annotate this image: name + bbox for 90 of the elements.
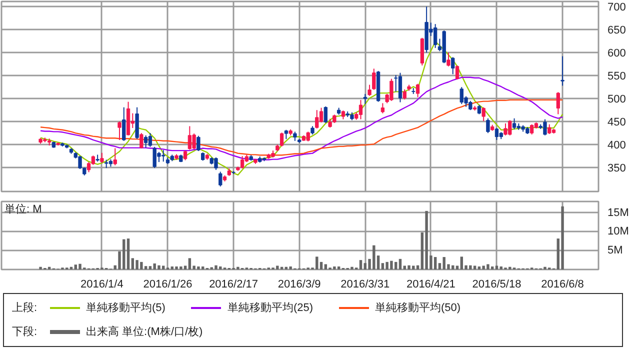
candlestick xyxy=(324,106,328,124)
bar xyxy=(214,265,218,270)
bar xyxy=(201,266,204,270)
candlestick xyxy=(196,135,200,152)
candlestick xyxy=(380,102,385,114)
candlestick xyxy=(494,128,499,140)
legend-label: 単純移動平均(5) xyxy=(85,301,166,316)
bar xyxy=(561,206,564,270)
candlestick xyxy=(148,132,152,148)
candlestick xyxy=(416,83,420,98)
y-tick-label: 5M xyxy=(608,244,623,257)
candlestick xyxy=(140,132,144,149)
candlestick xyxy=(363,93,367,105)
candlestick xyxy=(530,124,534,135)
line-series xyxy=(40,76,564,160)
bar xyxy=(495,266,498,270)
y-tick-label: 10M xyxy=(608,226,629,238)
bar xyxy=(434,257,437,270)
candlestick xyxy=(315,110,319,129)
candlestick xyxy=(280,132,284,147)
candlestick xyxy=(358,99,363,120)
bar xyxy=(337,266,340,270)
candlestick xyxy=(512,118,516,130)
bar xyxy=(188,258,192,270)
candlestick xyxy=(455,64,460,80)
bar xyxy=(473,266,476,270)
candlestick xyxy=(486,118,490,134)
candlestick xyxy=(240,156,244,169)
y-tick-label: 500 xyxy=(608,94,626,106)
candlestick xyxy=(446,52,450,67)
candlestick xyxy=(560,56,564,86)
candlestick xyxy=(192,133,196,150)
candlestick xyxy=(188,126,192,150)
candlestick xyxy=(183,150,188,161)
y-tick-label: 600 xyxy=(608,48,626,60)
x-tick-label: 2016/1/4 xyxy=(80,278,124,290)
y-tick-label: 15M xyxy=(608,206,629,219)
candlestick xyxy=(144,134,148,148)
candlestick xyxy=(118,121,122,140)
candlestick xyxy=(556,92,560,115)
bar xyxy=(381,263,384,270)
candlestick xyxy=(477,104,482,115)
bar xyxy=(144,266,148,270)
x-tick-label: 2016/3/9 xyxy=(278,278,321,290)
candlestick xyxy=(548,124,552,134)
y-tick-label: 450 xyxy=(608,116,626,129)
candlestick xyxy=(433,24,438,48)
candlestick xyxy=(372,68,376,90)
candlestick xyxy=(451,56,455,75)
bar xyxy=(398,258,402,270)
candlestick xyxy=(482,106,486,122)
bar xyxy=(394,262,398,270)
text: 上段: xyxy=(12,301,38,316)
bar xyxy=(131,258,134,270)
x-tick-label: 2016/4/21 xyxy=(406,278,456,290)
annotation: 単位: M xyxy=(4,204,42,216)
x-tick-label: 2016/5/18 xyxy=(472,278,522,290)
y-tick-label: 550 xyxy=(608,70,626,83)
bar xyxy=(184,266,187,270)
candlestick xyxy=(100,152,104,164)
candlestick xyxy=(113,148,117,166)
candlestick xyxy=(284,129,288,140)
bar xyxy=(478,266,481,270)
y-tick-label: 350 xyxy=(608,162,626,175)
y-tick-label: 650 xyxy=(608,24,626,37)
candlestick xyxy=(293,131,297,142)
candlestick xyxy=(135,106,139,140)
candlestick xyxy=(122,106,126,142)
x-tick-label: 2016/6/8 xyxy=(541,278,584,290)
bar xyxy=(320,262,323,270)
x-tick-label: 2016/2/17 xyxy=(209,278,258,290)
candlestick xyxy=(402,88,406,100)
candlestick xyxy=(398,72,402,103)
bar xyxy=(359,260,362,270)
x-tick-label: 2016/3/31 xyxy=(340,278,390,290)
candlestick xyxy=(218,171,222,187)
y-tick-label: 700 xyxy=(608,2,626,14)
candlestick xyxy=(368,84,372,96)
bar xyxy=(490,266,494,270)
bar xyxy=(324,264,328,270)
y-tick-label: 400 xyxy=(608,140,626,152)
bar xyxy=(456,266,459,270)
legend-label: 出来高 単位:(M株/口/枚) xyxy=(85,324,203,340)
legend-label: 単純移動平均(25) xyxy=(226,301,314,316)
bar xyxy=(126,238,130,270)
bar xyxy=(148,266,152,270)
text: 下段: xyxy=(12,325,38,340)
legend-label: 単純移動平均(50) xyxy=(374,301,461,316)
candlestick xyxy=(306,131,310,142)
x-tick-label: 2016/1/26 xyxy=(143,278,192,290)
